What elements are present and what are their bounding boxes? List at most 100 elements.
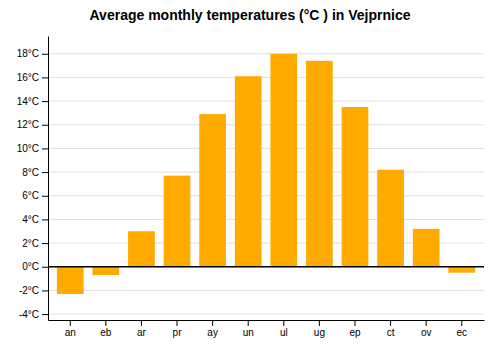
y-tick-mark: [42, 54, 48, 55]
y-tick-mark: [42, 77, 48, 78]
y-tick-label: -4°C: [19, 309, 39, 320]
y-tick-label: 4°C: [22, 214, 39, 225]
bar: [57, 267, 84, 294]
y-tick-mark: [42, 172, 48, 173]
y-tick-label: 8°C: [22, 167, 39, 178]
x-tick-label: pr: [173, 327, 183, 338]
y-tick-label: 18°C: [17, 48, 39, 59]
y-tick: 12°C: [17, 119, 48, 130]
zero-line: [48, 266, 484, 268]
plot: -4°C -2°C 0°C 2°C 4°C 6°C 8°C 10°C 12°C 14°C 16°C 1…: [17, 37, 485, 339]
x-tick-label: ep: [349, 327, 361, 338]
y-tick-mark: [42, 125, 48, 126]
grid-line: [48, 314, 484, 315]
bar: [92, 267, 119, 275]
y-tick-label: 0°C: [22, 261, 39, 272]
x-tick-mark: [426, 320, 427, 326]
y-tick-mark: [42, 101, 48, 102]
x-tick: ug: [314, 320, 325, 338]
grid: [48, 54, 484, 314]
x-tick: ay: [207, 320, 218, 338]
y-tick-mark: [42, 290, 48, 291]
x-tick: ep: [349, 320, 361, 338]
x-tick-label: ec: [456, 327, 467, 338]
grid-line: [48, 172, 484, 173]
y-axis: -4°C -2°C 0°C 2°C 4°C 6°C 8°C 10°C 12°C 14°C 16°C 1…: [17, 37, 49, 321]
y-tick-mark: [42, 196, 48, 197]
x-tick-mark: [354, 320, 355, 326]
grid-line: [48, 148, 484, 149]
grid-line: [48, 266, 484, 267]
y-tick: -4°C: [19, 309, 48, 320]
grid-line: [48, 53, 484, 54]
x-tick-label: ay: [207, 327, 218, 338]
bar: [235, 76, 262, 267]
y-tick: 10°C: [17, 143, 48, 154]
x-tick-label: ct: [387, 327, 395, 338]
x-tick-label: ul: [280, 327, 288, 338]
y-tick: 6°C: [22, 190, 48, 201]
y-tick: 4°C: [22, 214, 48, 225]
x-tick-mark: [319, 320, 320, 326]
y-tick-mark: [42, 148, 48, 149]
x-tick: un: [243, 320, 254, 338]
x-tick-label: un: [243, 327, 254, 338]
x-tick: an: [65, 320, 76, 338]
y-tick: 2°C: [22, 238, 48, 249]
x-tick-mark: [461, 320, 462, 326]
title: Average monthly temperatures (°C ) in Ve…: [90, 7, 411, 23]
x-tick: ar: [137, 320, 147, 338]
y-tick: 8°C: [22, 167, 48, 178]
y-tick-label: 10°C: [17, 143, 39, 154]
y-tick: 0°C: [22, 261, 48, 272]
grid-line: [48, 195, 484, 196]
x-tick: ul: [280, 320, 288, 338]
y-tick: -2°C: [19, 285, 48, 296]
y-tick-label: 14°C: [17, 96, 39, 107]
bar: [306, 61, 333, 267]
x-tick-mark: [248, 320, 249, 326]
bar: [270, 54, 297, 267]
bar: [199, 114, 226, 267]
x-tick-mark: [283, 320, 284, 326]
x-tick-mark: [105, 320, 106, 326]
x-tick-label: eb: [100, 327, 112, 338]
y-axis-line: [48, 37, 49, 321]
y-tick-label: 16°C: [17, 72, 39, 83]
grid-line: [48, 219, 484, 220]
y-tick: 16°C: [17, 72, 48, 83]
bar: [377, 170, 404, 267]
y-tick-mark: [42, 267, 48, 268]
y-tick-label: -2°C: [19, 285, 39, 296]
grid-line: [48, 101, 484, 102]
y-tick: 18°C: [17, 48, 48, 59]
y-tick-mark: [42, 219, 48, 220]
x-tick-label: ug: [314, 327, 325, 338]
bar: [128, 231, 155, 267]
y-tick-label: 12°C: [17, 119, 39, 130]
x-tick: ct: [387, 320, 395, 338]
grid-line: [48, 124, 484, 125]
y-tick-mark: [42, 314, 48, 315]
bar: [448, 267, 475, 273]
x-tick-mark: [70, 320, 71, 326]
bar: [164, 176, 191, 267]
y-tick: 14°C: [17, 96, 48, 107]
x-axis: an eb ar pr ay un ul ug ep ct ov ec: [49, 320, 485, 338]
bar: [413, 229, 440, 267]
x-tick: ov: [421, 320, 432, 338]
chart: Average monthly temperatures (°C ) in Ve…: [0, 0, 500, 350]
x-tick-label: ar: [137, 327, 147, 338]
x-tick-mark: [212, 320, 213, 326]
x-tick: pr: [173, 320, 183, 338]
x-tick-label: ov: [421, 327, 432, 338]
x-tick: eb: [100, 320, 112, 338]
grid-line: [48, 77, 484, 78]
x-axis-line: [49, 320, 485, 321]
y-tick-mark: [42, 243, 48, 244]
x-tick: ec: [456, 320, 467, 338]
x-tick-label: an: [65, 327, 76, 338]
x-tick-mark: [177, 320, 178, 326]
x-tick-mark: [390, 320, 391, 326]
y-tick-label: 6°C: [22, 190, 39, 201]
